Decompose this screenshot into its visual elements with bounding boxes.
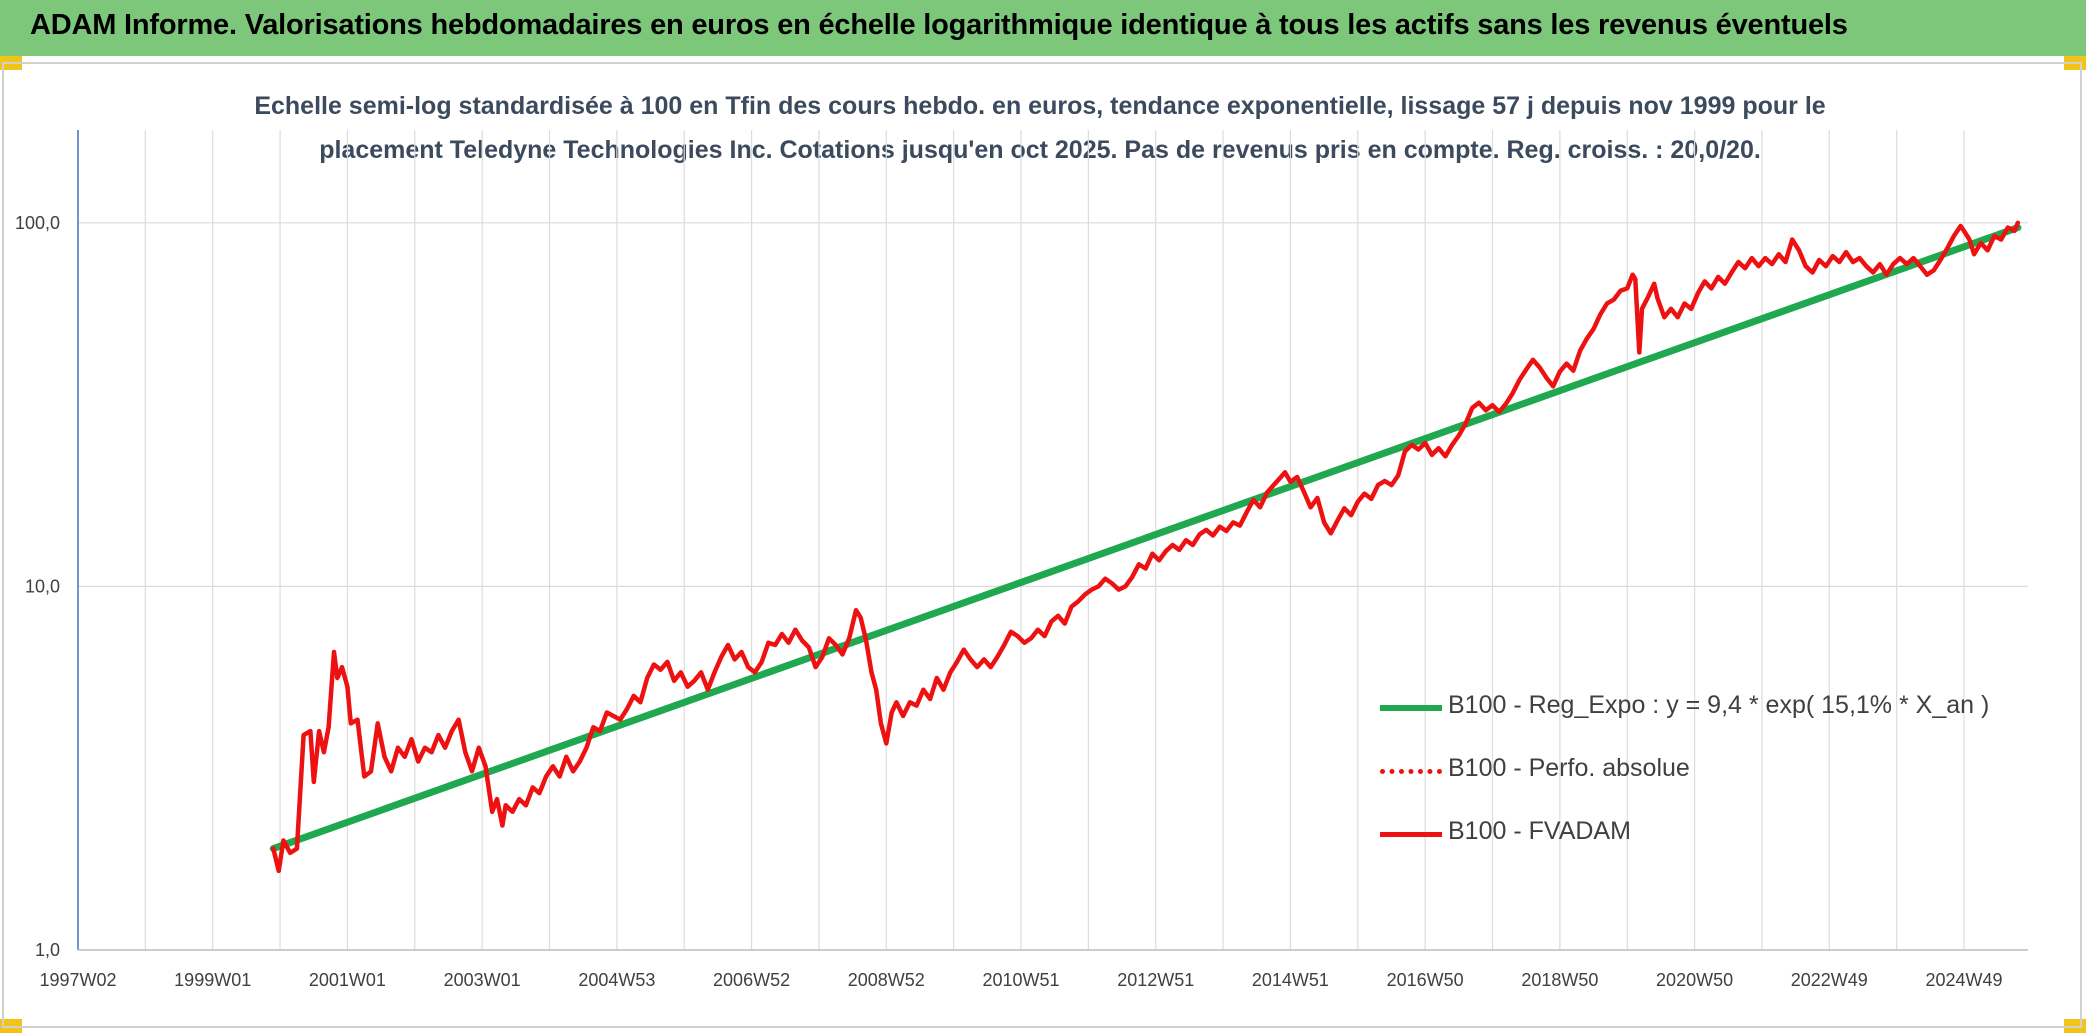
grid-layer xyxy=(77,130,2028,951)
chart-frame xyxy=(2,62,2082,1028)
chart-title-line-1: Echelle semi-log standardisée à 100 en T… xyxy=(254,92,1826,120)
series-line-trend xyxy=(269,224,2022,853)
legend-label-fvadam: B100 - FVADAM xyxy=(1448,817,1631,845)
legend-swatch-absolute xyxy=(1380,769,1442,774)
y-tick-label: 1,0 xyxy=(35,940,60,960)
x-tick-label: 2008W52 xyxy=(848,970,925,990)
x-tick-label: 2016W50 xyxy=(1387,970,1464,990)
axis-layer xyxy=(77,130,2028,951)
x-tick-label: 2014W51 xyxy=(1252,970,1329,990)
legend-label-trend: B100 - Reg_Expo : y = 9,4 * exp( 15,1% *… xyxy=(1448,691,1990,719)
x-tick-label: 1997W02 xyxy=(39,970,116,990)
series-line-fvadam xyxy=(271,220,2021,874)
x-tick-label: 2006W52 xyxy=(713,970,790,990)
x-tick-label: 2004W53 xyxy=(578,970,655,990)
x-tick-label: 2018W50 xyxy=(1521,970,1598,990)
series-layer xyxy=(269,220,2022,874)
legend-swatch-fvadam xyxy=(1380,832,1442,837)
x-tick-label: 2010W51 xyxy=(982,970,1059,990)
header-bar xyxy=(0,0,2086,56)
x-tick-label: 2003W01 xyxy=(444,970,521,990)
y-tick-label: 10,0 xyxy=(25,576,60,596)
x-tick-label: 2022W49 xyxy=(1791,970,1868,990)
x-tick-label: 2012W51 xyxy=(1117,970,1194,990)
chart-title-line-2: placement Teledyne Technologies Inc. Cot… xyxy=(319,136,1761,164)
legend-label-absolute: B100 - Perfo. absolue xyxy=(1448,754,1690,782)
x-tick-label: 1999W01 xyxy=(174,970,251,990)
chart-title: Echelle semi-log standardisée à 100 en T… xyxy=(240,84,1840,172)
page-title: ADAM Informe. Valorisations hebdomadaire… xyxy=(30,9,1848,41)
x-tick-label: 2001W01 xyxy=(309,970,386,990)
y-tick-label: 100,0 xyxy=(15,213,60,233)
legend-swatch-trend xyxy=(1380,705,1442,711)
x-tick-label: 2024W49 xyxy=(1925,970,2002,990)
tick-label-layer: 1,0 10,0 100,0 1997W02 1999W01 2001W01 2003W01… xyxy=(15,213,2003,990)
x-tick-label: 2020W50 xyxy=(1656,970,1733,990)
